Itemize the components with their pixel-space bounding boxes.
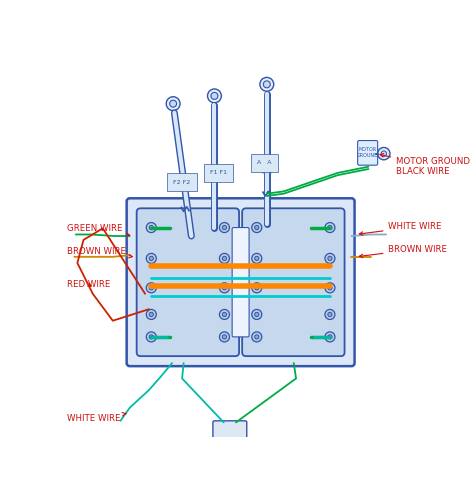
Text: A   A: A A bbox=[257, 161, 272, 165]
Circle shape bbox=[255, 312, 259, 317]
Text: RED WIRE: RED WIRE bbox=[66, 280, 110, 289]
Circle shape bbox=[149, 286, 154, 290]
Circle shape bbox=[222, 225, 227, 230]
Circle shape bbox=[146, 309, 156, 320]
Text: GREEN WIRE: GREEN WIRE bbox=[0, 490, 1, 491]
Circle shape bbox=[219, 332, 229, 342]
Circle shape bbox=[328, 256, 332, 261]
Circle shape bbox=[146, 222, 156, 233]
Circle shape bbox=[222, 256, 227, 261]
Circle shape bbox=[149, 312, 154, 317]
Circle shape bbox=[325, 283, 335, 293]
FancyBboxPatch shape bbox=[358, 140, 378, 165]
FancyBboxPatch shape bbox=[242, 208, 345, 356]
FancyBboxPatch shape bbox=[127, 198, 355, 366]
Circle shape bbox=[328, 312, 332, 317]
Circle shape bbox=[252, 332, 262, 342]
Circle shape bbox=[146, 332, 156, 342]
Circle shape bbox=[328, 286, 332, 290]
Circle shape bbox=[149, 225, 154, 230]
Circle shape bbox=[208, 89, 221, 103]
Circle shape bbox=[211, 92, 218, 99]
Circle shape bbox=[255, 225, 259, 230]
Circle shape bbox=[325, 222, 335, 233]
Circle shape bbox=[325, 253, 335, 263]
FancyBboxPatch shape bbox=[137, 208, 239, 356]
FancyBboxPatch shape bbox=[213, 421, 247, 441]
FancyBboxPatch shape bbox=[170, 181, 179, 190]
Circle shape bbox=[252, 283, 262, 293]
Circle shape bbox=[222, 286, 227, 290]
Circle shape bbox=[166, 97, 180, 110]
Text: BROWN WIRE: BROWN WIRE bbox=[66, 247, 132, 258]
Circle shape bbox=[325, 309, 335, 320]
FancyBboxPatch shape bbox=[210, 173, 219, 181]
Circle shape bbox=[255, 335, 259, 339]
Text: F2 F2: F2 F2 bbox=[173, 180, 191, 185]
Circle shape bbox=[222, 312, 227, 317]
Circle shape bbox=[219, 222, 229, 233]
Circle shape bbox=[219, 283, 229, 293]
Circle shape bbox=[219, 309, 229, 320]
Text: BROWN WIRE: BROWN WIRE bbox=[359, 245, 447, 258]
Circle shape bbox=[252, 222, 262, 233]
Circle shape bbox=[255, 286, 259, 290]
Circle shape bbox=[252, 309, 262, 320]
Circle shape bbox=[328, 225, 332, 230]
Text: F1 F1: F1 F1 bbox=[210, 170, 227, 175]
Circle shape bbox=[328, 335, 332, 339]
Circle shape bbox=[170, 100, 177, 107]
Circle shape bbox=[325, 332, 335, 342]
Text: GREEN WIRE: GREEN WIRE bbox=[66, 224, 129, 236]
Circle shape bbox=[222, 335, 227, 339]
Circle shape bbox=[149, 256, 154, 261]
Circle shape bbox=[264, 81, 270, 88]
Circle shape bbox=[252, 253, 262, 263]
Text: MOTOR GROUND
BLACK WIRE: MOTOR GROUND BLACK WIRE bbox=[380, 154, 470, 176]
Circle shape bbox=[146, 283, 156, 293]
FancyBboxPatch shape bbox=[262, 164, 272, 173]
Circle shape bbox=[381, 151, 386, 156]
Circle shape bbox=[260, 78, 273, 91]
FancyBboxPatch shape bbox=[232, 227, 249, 337]
Circle shape bbox=[219, 253, 229, 263]
Circle shape bbox=[255, 256, 259, 261]
Text: MOTOR
GROUND: MOTOR GROUND bbox=[357, 147, 379, 158]
Text: WHITE WIRE: WHITE WIRE bbox=[359, 222, 442, 235]
Text: WHITE WIRE: WHITE WIRE bbox=[66, 412, 126, 423]
Circle shape bbox=[149, 335, 154, 339]
Circle shape bbox=[378, 147, 390, 160]
Circle shape bbox=[146, 253, 156, 263]
